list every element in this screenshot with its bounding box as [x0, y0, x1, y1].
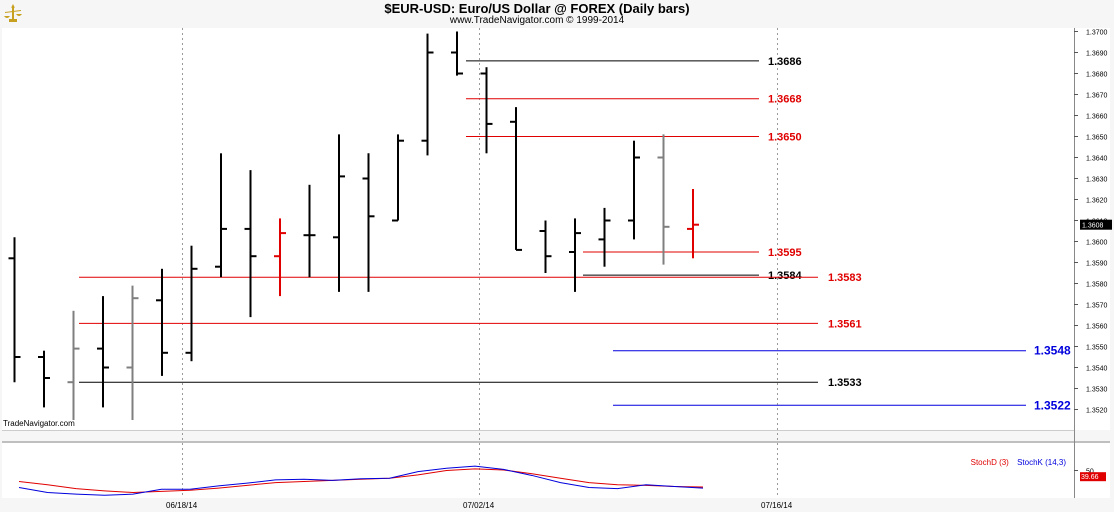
y-tick-label: 1.3590 [1086, 261, 1108, 268]
level-label: 1.3561 [828, 318, 862, 330]
level-label: 1.3668 [768, 94, 802, 106]
level-label: 1.3650 [768, 132, 802, 144]
level-label: 1.3595 [768, 247, 802, 259]
oscillator-plot-area [2, 443, 1074, 498]
price-bar [421, 33, 434, 156]
stoch-k-legend: StochK (14,3) [1017, 458, 1066, 467]
level-label: 1.3584 [768, 270, 803, 282]
stoch-d-line [18, 468, 704, 494]
price-bar [8, 237, 21, 383]
price-bar [687, 189, 699, 259]
price-bar [156, 268, 168, 376]
y-tick-label: 1.3640 [1086, 156, 1108, 163]
osc-last-value-box [1080, 472, 1106, 482]
y-tick-label: 1.3650 [1086, 135, 1108, 142]
price-bar [38, 350, 50, 408]
stoch-d-legend: StochD (3) [970, 458, 1009, 467]
price-bar [126, 285, 139, 420]
osc-y-tick-label: 50 [1086, 469, 1094, 476]
y-tick-label: 1.3570 [1086, 303, 1108, 310]
x-tick-label: 07/16/14 [761, 501, 793, 510]
last-price-label: 1.3608 [1082, 223, 1104, 230]
oscillator-axis-area [1074, 443, 1110, 498]
y-tick-label: 1.3540 [1086, 366, 1108, 373]
price-bar [333, 134, 345, 292]
x-tick-label: 06/18/14 [166, 501, 198, 510]
price-bar [244, 170, 257, 318]
y-tick-label: 1.3530 [1086, 387, 1108, 394]
chart-subtitle: www.TradeNavigator.com © 1999-2014 [449, 15, 625, 26]
y-tick-label: 1.3550 [1086, 345, 1108, 352]
price-bar [510, 107, 522, 251]
price-bar [539, 220, 552, 273]
y-tick-label: 1.3620 [1086, 198, 1108, 205]
price-bar [97, 296, 109, 408]
price-bar [480, 67, 493, 154]
price-bar [451, 31, 463, 76]
y-tick-label: 1.3520 [1086, 408, 1108, 415]
price-bar [185, 245, 198, 362]
price-bar [67, 310, 80, 420]
y-tick-label: 1.3630 [1086, 177, 1108, 184]
price-bar [215, 153, 227, 278]
y-tick-label: 1.3600 [1086, 240, 1108, 247]
oscillator-legend: StochD (3) StochK (14,3) [971, 458, 1066, 467]
level-label: 1.3686 [768, 56, 802, 68]
y-tick-label: 1.3680 [1086, 72, 1108, 79]
last-price-box [1080, 219, 1112, 230]
price-bar [598, 207, 611, 267]
trade-navigator-logo [2, 2, 24, 24]
watermark: TradeNavigator.com [3, 419, 75, 428]
price-bar [392, 134, 404, 222]
price-plot-area [2, 28, 1074, 430]
stoch-k-line [18, 465, 704, 496]
chart-title: $EUR-USD: Euro/US Dollar @ FOREX (Daily … [384, 1, 690, 16]
price-bar [628, 140, 640, 240]
price-bar [569, 218, 581, 292]
price-bar [362, 153, 375, 292]
level-label: 1.3533 [828, 377, 862, 389]
y-tick-label: 1.3660 [1086, 114, 1108, 121]
x-tick-label: 07/02/14 [463, 501, 495, 510]
level-label: 1.3522 [1034, 398, 1071, 412]
level-label: 1.3548 [1034, 344, 1071, 358]
price-bar [303, 184, 316, 278]
level-label: 1.3583 [828, 272, 862, 284]
y-tick-label: 1.3670 [1086, 93, 1108, 100]
y-tick-label: 1.3700 [1086, 30, 1108, 37]
y-tick-label: 1.3560 [1086, 324, 1108, 331]
osc-last-value-label: 39.66 [1081, 474, 1099, 481]
y-tick-label: 1.3580 [1086, 282, 1108, 289]
price-bar [274, 218, 286, 297]
price-bar [657, 134, 670, 265]
y-tick-label: 1.3690 [1086, 51, 1108, 58]
